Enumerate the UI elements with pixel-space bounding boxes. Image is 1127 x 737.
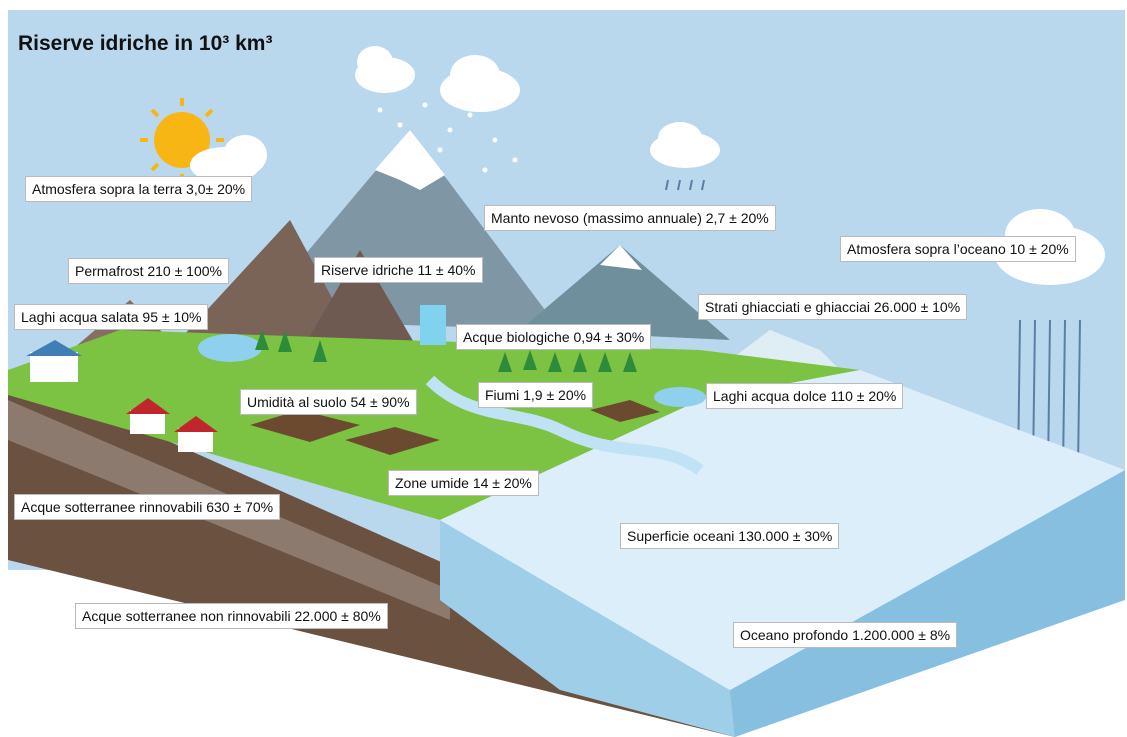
label: Acque sotterranee rinnovabili 630 ± 70%: [14, 494, 280, 520]
fresh-lake: [654, 387, 706, 407]
label: Acque biologiche 0,94 ± 30%: [456, 324, 651, 350]
page: Riserve idriche in 10³ km³ Atmosfera sop…: [0, 0, 1127, 737]
label: Laghi acqua dolce 110 ± 20%: [706, 383, 903, 409]
label: Superficie oceani 130.000 ± 30%: [620, 523, 839, 549]
label: Umidità al suolo 54 ± 90%: [240, 389, 417, 415]
label: Riserve idriche 11 ± 40%: [314, 257, 483, 283]
label: Zone umide 14 ± 20%: [388, 470, 539, 496]
label: Atmosfera sopra l’oceano 10 ± 20%: [840, 236, 1076, 262]
label: Permafrost 210 ± 100%: [68, 258, 229, 284]
label: Fiumi 1,9 ± 20%: [478, 382, 593, 408]
label: Strati ghiacciati e ghiacciai 26.000 ± 1…: [698, 294, 967, 320]
label: Acque sotterranee non rinnovabili 22.000…: [75, 603, 388, 629]
label: Manto nevoso (massimo annuale) 2,7 ± 20%: [484, 205, 776, 231]
label: Laghi acqua salata 95 ± 10%: [14, 304, 208, 330]
waterfall: [420, 305, 446, 345]
title: Riserve idriche in 10³ km³: [18, 32, 272, 56]
label: Oceano profondo 1.200.000 ± 8%: [733, 622, 957, 648]
salt-lake: [198, 334, 262, 362]
label: Atmosfera sopra la terra 3,0± 20%: [25, 176, 252, 202]
